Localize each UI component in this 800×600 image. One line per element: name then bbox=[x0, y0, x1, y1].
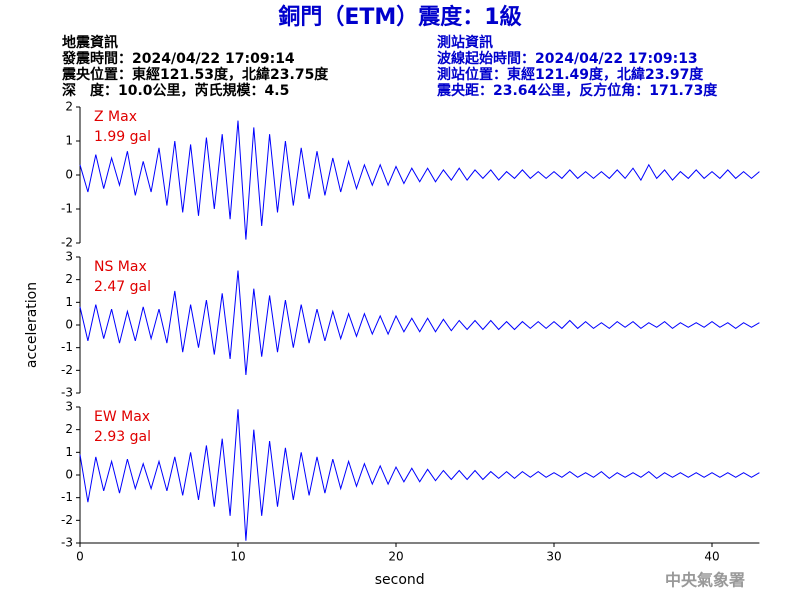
y-tick-label: -3 bbox=[61, 536, 73, 550]
y-tick-label: -2 bbox=[61, 236, 73, 250]
y-tick-label: -1 bbox=[61, 490, 73, 504]
waveform bbox=[79, 120, 760, 240]
annotation: Z Max bbox=[94, 109, 137, 125]
annotation: 2.47 gal bbox=[94, 279, 151, 295]
annotation: 1.99 gal bbox=[94, 129, 151, 145]
info-left: 深 度：10.0公里，芮氏規模：4.5 bbox=[62, 82, 289, 99]
chart-title: 銅門（ETM）震度：1級 bbox=[278, 4, 521, 30]
y-tick-label: 3 bbox=[65, 250, 73, 264]
y-tick-label: -1 bbox=[61, 340, 73, 354]
info-left: 地震資訊 bbox=[62, 34, 118, 51]
watermark: 中央氣象署 bbox=[665, 571, 745, 590]
x-tick-label: 10 bbox=[230, 550, 245, 564]
waveform bbox=[79, 409, 760, 541]
info-left: 發震時間：2024/04/22 17:09:14 bbox=[61, 50, 295, 67]
y-tick-label: 3 bbox=[65, 400, 73, 414]
y-tick-label: 0 bbox=[65, 168, 73, 182]
waveform bbox=[79, 270, 760, 375]
x-axis-label: second bbox=[375, 572, 425, 588]
info-right: 波線起始時間：2024/04/22 17:09:13 bbox=[437, 50, 698, 67]
x-tick-label: 20 bbox=[388, 550, 403, 564]
y-tick-label: -3 bbox=[61, 386, 73, 400]
annotation: EW Max bbox=[94, 409, 150, 425]
info-right: 震央距：23.64公里，反方位角：171.73度 bbox=[436, 82, 718, 99]
y-axis-label: acceleration bbox=[24, 282, 40, 368]
y-tick-label: 2 bbox=[65, 100, 73, 114]
annotation: NS Max bbox=[94, 259, 147, 275]
info-right: 測站位置：東經121.49度，北緯23.97度 bbox=[437, 66, 704, 83]
y-tick-label: 2 bbox=[65, 272, 73, 286]
x-tick-label: 40 bbox=[704, 550, 719, 564]
y-tick-label: 0 bbox=[65, 468, 73, 482]
y-tick-label: 1 bbox=[65, 295, 73, 309]
info-right: 測站資訊 bbox=[437, 34, 493, 51]
x-tick-label: 0 bbox=[76, 550, 84, 564]
y-tick-label: -1 bbox=[61, 202, 73, 216]
y-tick-label: 1 bbox=[65, 445, 73, 459]
info-left: 震央位置：東經121.53度，北緯23.75度 bbox=[61, 66, 329, 83]
x-tick-label: 30 bbox=[546, 550, 561, 564]
y-tick-label: -2 bbox=[61, 513, 73, 527]
y-tick-label: 2 bbox=[65, 422, 73, 436]
y-tick-label: 1 bbox=[65, 134, 73, 148]
y-tick-label: -2 bbox=[61, 363, 73, 377]
annotation: 2.93 gal bbox=[94, 429, 151, 445]
y-tick-label: 0 bbox=[65, 318, 73, 332]
